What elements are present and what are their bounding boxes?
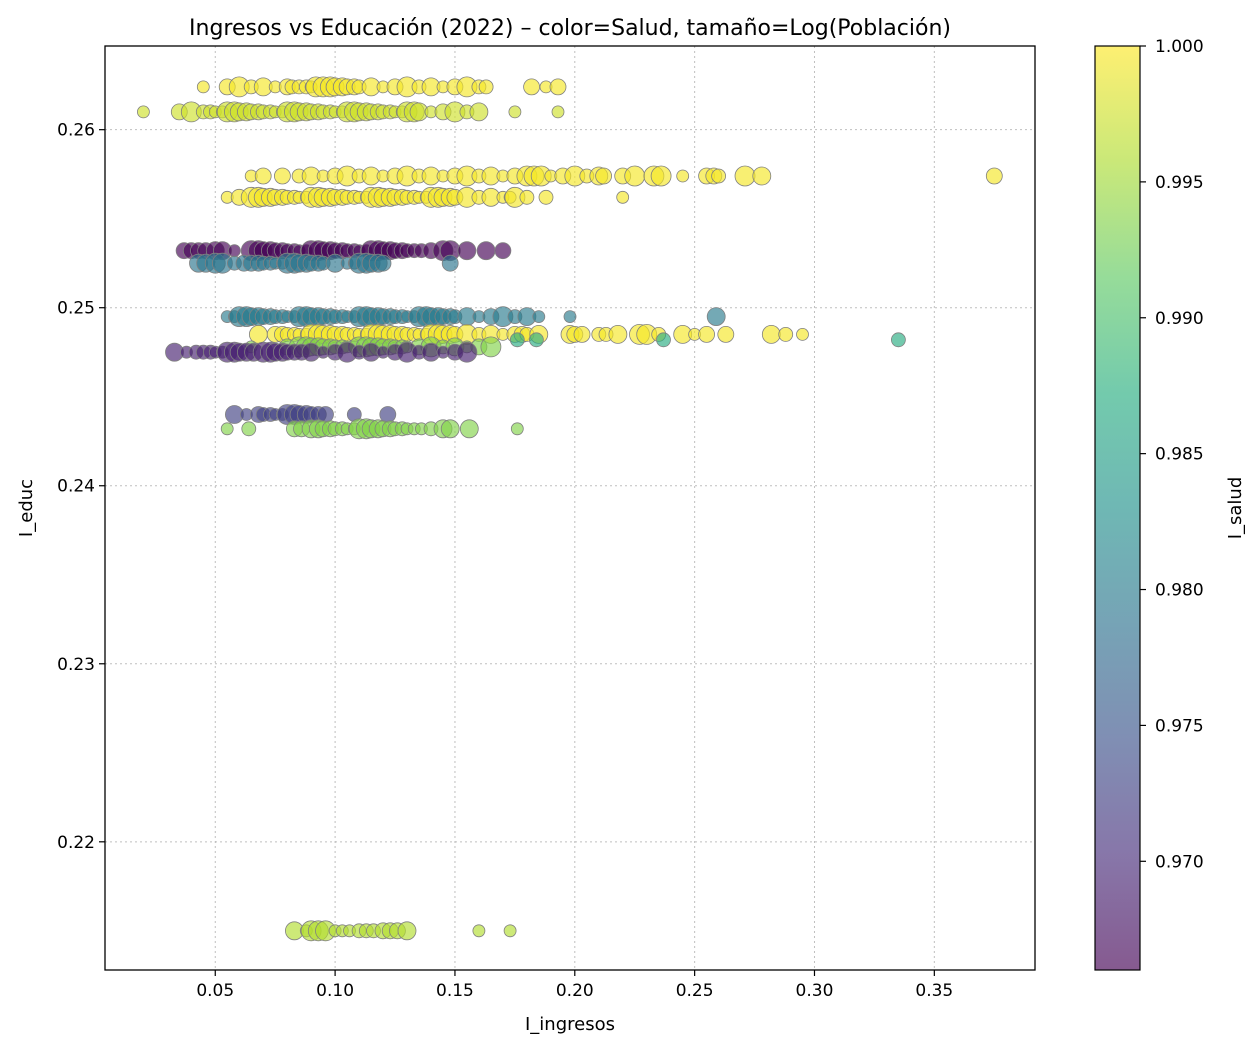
data-point	[476, 241, 496, 261]
data-point	[734, 165, 756, 187]
data-point	[656, 332, 671, 348]
data-point	[196, 80, 210, 94]
data-point	[480, 336, 502, 358]
x-tick-label: 0.10	[316, 981, 354, 1001]
colorbar-label: I_salud	[1225, 477, 1246, 540]
data-point	[551, 105, 565, 119]
data-point	[549, 78, 567, 96]
data-point	[650, 165, 672, 187]
data-point	[503, 924, 517, 938]
colorbar-tick-label: 1.000	[1155, 37, 1204, 57]
colorbar-tick-label: 0.995	[1155, 173, 1204, 193]
data-point	[220, 422, 234, 436]
data-point	[891, 332, 906, 348]
colorbar: 0.970 0.975 0.980 0.985 0.990 0.995 1.000 I_sa…	[1094, 37, 1246, 971]
data-point	[523, 78, 540, 96]
y-tick-label: 0.24	[57, 477, 95, 497]
x-axis: 0.05 0.10 0.15 0.20 0.25 0.30 0.35	[196, 970, 953, 1001]
colorbar-tick-label: 0.985	[1155, 445, 1204, 465]
data-point	[440, 419, 460, 439]
data-point	[563, 310, 577, 324]
x-tick-label: 0.15	[436, 981, 474, 1001]
y-tick-label: 0.25	[57, 299, 95, 319]
data-point	[985, 167, 1003, 185]
data-point	[796, 327, 809, 341]
x-tick-label: 0.20	[556, 981, 594, 1001]
data-point	[532, 310, 546, 324]
data-point	[254, 167, 272, 185]
data-point	[778, 326, 794, 342]
data-point	[711, 168, 726, 184]
y-axis: 0.22 0.23 0.24 0.25 0.26	[57, 121, 105, 853]
data-point	[608, 324, 628, 344]
data-point	[374, 254, 392, 272]
x-tick-label: 0.05	[196, 981, 234, 1001]
data-point	[227, 244, 241, 258]
chart-title: Ingresos vs Educación (2022) – color=Sal…	[189, 16, 951, 41]
data-point	[752, 166, 772, 186]
colorbar-tick-label: 0.975	[1155, 716, 1204, 736]
data-point	[538, 189, 554, 205]
data-point	[379, 406, 397, 423]
data-point	[698, 325, 715, 343]
x-tick-label: 0.30	[796, 981, 834, 1001]
data-point	[397, 921, 417, 941]
x-tick-label: 0.25	[676, 981, 714, 1001]
data-point	[761, 324, 781, 344]
grid-lines	[105, 46, 1035, 970]
y-axis-label: I_educ	[16, 479, 37, 537]
data-point	[494, 242, 512, 260]
data-point	[456, 341, 478, 363]
data-point	[508, 105, 522, 119]
data-point	[717, 325, 735, 343]
y-tick-label: 0.26	[57, 121, 95, 141]
colorbar-tick-label: 0.990	[1155, 309, 1204, 329]
data-point	[241, 421, 257, 437]
data-point	[509, 332, 525, 348]
data-point	[706, 307, 726, 327]
plot-frame	[104, 45, 1036, 971]
data-point	[676, 169, 690, 183]
data-point	[616, 190, 630, 204]
data-point	[441, 254, 459, 272]
colorbar-tick-label: 0.970	[1155, 852, 1204, 872]
data-point	[273, 167, 291, 185]
data-point	[573, 325, 591, 343]
data-point	[459, 419, 479, 439]
colorbar-tick-label: 0.980	[1155, 581, 1204, 601]
data-point	[457, 241, 477, 261]
colorbar-gradient	[1095, 46, 1140, 970]
data-point	[136, 105, 150, 119]
y-tick-label: 0.22	[57, 833, 95, 853]
colorbar-ticks: 0.970 0.975 0.980 0.985 0.990 0.995 1.000	[1140, 37, 1204, 872]
y-tick-label: 0.23	[57, 655, 95, 675]
data-point	[519, 189, 535, 205]
x-tick-label: 0.35	[915, 981, 953, 1001]
data-point	[472, 924, 486, 938]
data-point	[624, 165, 646, 187]
data-points	[136, 76, 1003, 942]
colorbar-frame	[1094, 45, 1141, 971]
data-point	[510, 422, 524, 436]
data-point	[469, 102, 489, 122]
data-point	[478, 79, 494, 95]
x-axis-label: I_ingresos	[525, 1014, 615, 1035]
data-point	[595, 167, 612, 185]
data-point	[529, 332, 544, 348]
